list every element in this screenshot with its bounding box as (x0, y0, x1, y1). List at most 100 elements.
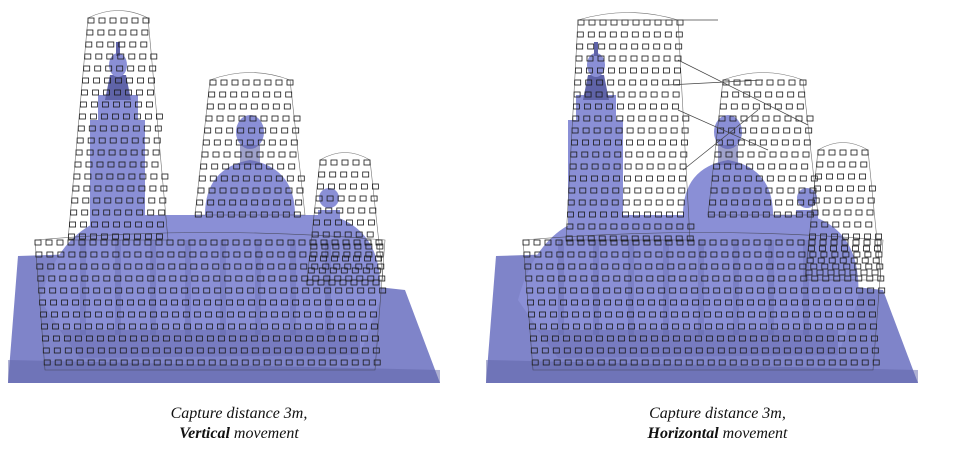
camera-icon (151, 335, 159, 342)
church-model (486, 42, 918, 383)
camera-icon (638, 115, 646, 122)
camera-icon (174, 347, 182, 354)
camera-icon (814, 311, 821, 318)
camera-icon (872, 359, 880, 366)
camera-icon (600, 251, 608, 258)
camera-icon (839, 149, 847, 156)
camera-icon (313, 287, 321, 294)
camera-icon (770, 139, 778, 146)
camera-icon (670, 127, 678, 134)
camera-icon (333, 231, 341, 238)
camera-icon (80, 221, 87, 228)
camera-icon (171, 299, 179, 306)
camera-icon (604, 299, 611, 306)
camera-icon (268, 139, 276, 146)
camera-icon (839, 257, 847, 264)
camera-icon (251, 199, 259, 206)
camera-icon (369, 207, 377, 214)
camera-icon (271, 211, 279, 218)
camera-icon (119, 29, 127, 36)
caption-line-1: Capture distance 3m, (649, 405, 786, 422)
camera-icon (238, 311, 245, 318)
camera-icon (552, 335, 559, 342)
camera-icon (619, 359, 627, 366)
camera-icon (208, 187, 216, 194)
camera-icon (357, 287, 365, 294)
camera-icon (815, 335, 823, 342)
camera-icon (96, 41, 104, 48)
camera-icon (578, 251, 586, 258)
camera-icon (552, 347, 560, 354)
camera-icon (838, 269, 846, 276)
camera-icon (117, 311, 124, 318)
camera-icon (574, 79, 582, 86)
camera-icon (614, 151, 622, 158)
camera-icon (698, 239, 706, 246)
camera-icon (690, 275, 698, 282)
camera-icon (579, 187, 587, 194)
camera-icon (59, 275, 67, 282)
camera-icon (109, 359, 117, 366)
camera-icon (703, 299, 711, 306)
camera-icon (324, 219, 331, 226)
camera-icon (638, 311, 645, 318)
camera-icon (798, 187, 806, 194)
camera-icon (782, 323, 789, 330)
camera-icon (584, 103, 591, 110)
camera-icon (683, 323, 690, 330)
camera-icon (659, 299, 667, 306)
camera-icon (595, 103, 602, 110)
camera-icon (219, 359, 227, 366)
camera-icon (621, 223, 629, 230)
camera-icon (661, 323, 668, 330)
camera-icon (282, 211, 290, 218)
camera-icon (825, 311, 832, 318)
camera-icon (802, 299, 810, 306)
camera-icon (147, 89, 154, 96)
camera-icon (128, 311, 135, 318)
camera-icon (732, 91, 740, 98)
camera-icon (240, 199, 248, 206)
camera-icon (329, 171, 337, 178)
camera-icon (587, 31, 595, 38)
camera-icon (848, 335, 856, 342)
camera-icon (338, 323, 345, 330)
camera-icon (178, 251, 186, 258)
camera-icon (130, 149, 138, 156)
camera-icon (87, 359, 95, 366)
camera-icon (215, 127, 223, 134)
camera-icon (219, 187, 227, 194)
camera-icon (798, 251, 806, 258)
camera-icon (553, 359, 561, 366)
camera-icon (600, 199, 608, 206)
camera-icon (761, 127, 769, 134)
camera-icon (575, 359, 583, 366)
camera-icon (95, 53, 103, 60)
camera-icon (338, 335, 346, 342)
camera-icon (605, 103, 613, 110)
camera-icon (637, 127, 645, 134)
camera-icon (781, 311, 788, 318)
camera-icon (658, 151, 666, 158)
camera-icon (671, 311, 678, 318)
camera-icon (359, 311, 366, 318)
camera-icon (675, 31, 683, 38)
camera-icon (779, 287, 787, 294)
camera-icon (624, 175, 631, 182)
camera-icon (71, 287, 79, 294)
camera-icon (835, 299, 843, 306)
camera-icon (167, 251, 175, 258)
camera-icon (586, 67, 593, 74)
camera-icon (662, 79, 670, 86)
camera-icon (349, 183, 357, 190)
camera-icon (206, 335, 214, 342)
camera-icon (253, 175, 261, 182)
camera-icon (743, 187, 751, 194)
camera-icon (540, 323, 547, 330)
camera-icon (654, 19, 662, 26)
camera-icon (310, 251, 318, 258)
camera-icon (343, 251, 351, 258)
camera-icon (824, 185, 832, 192)
camera-icon (225, 287, 233, 294)
camera-icon (227, 311, 234, 318)
